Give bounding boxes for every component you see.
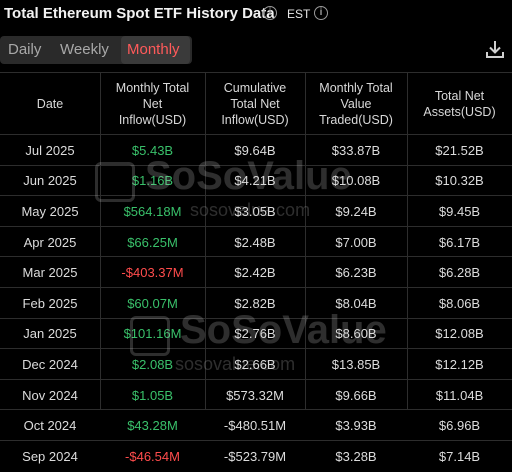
table-row: Sep 2024 -$46.54M -$523.79M $3.28B $7.14B: [0, 440, 512, 472]
tab-monthly[interactable]: Monthly: [121, 36, 190, 64]
cell-date: Sep 2024: [22, 448, 78, 464]
timezone-info-icon[interactable]: i: [314, 6, 328, 20]
table-row: Jan 2025 $101.16M $2.76B $8.60B $12.08B: [0, 317, 512, 350]
cell-value-traded: $9.66B: [335, 387, 377, 403]
table-row: Feb 2025 $60.07M $2.82B $8.04B $8.06B: [0, 287, 512, 319]
cell-value-traded: $10.08B: [331, 173, 381, 189]
col-header-value-traded: Monthly Total Value Traded(USD): [319, 81, 393, 127]
cell-monthly-inflow: $66.25M: [127, 234, 178, 250]
cell-net-assets: $6.96B: [438, 418, 481, 434]
cell-cumulative-inflow: $2.66B: [234, 356, 276, 372]
timezone-label: EST: [287, 7, 311, 21]
table-row: Jul 2025 $5.43B $9.64B $33.87B $21.52B: [0, 134, 512, 166]
cell-cumulative-inflow: -$523.79M: [223, 448, 287, 464]
cell-net-assets: $11.04B: [435, 387, 484, 403]
cell-monthly-inflow: $2.08B: [131, 356, 174, 372]
cell-net-assets: $12.08B: [435, 326, 484, 342]
table-row: May 2025 $564.18M $3.05B $9.24B $9.45B: [0, 195, 512, 227]
cell-cumulative-inflow: -$480.51M: [223, 418, 287, 434]
cell-date: Apr 2025: [23, 234, 77, 250]
cell-monthly-inflow: -$403.37M: [121, 265, 184, 281]
cell-cumulative-inflow: $4.21B: [234, 173, 276, 189]
cell-net-assets: $8.06B: [438, 295, 481, 311]
cell-value-traded: $9.24B: [335, 203, 377, 219]
cell-value-traded: $8.60B: [335, 326, 377, 342]
cell-date: Jul 2025: [25, 142, 75, 158]
cell-monthly-inflow: $43.28M: [127, 418, 178, 434]
cell-cumulative-inflow: $2.42B: [234, 265, 276, 281]
column-divider: [205, 72, 206, 410]
col-header-monthly-inflow: Monthly Total Net Inflow(USD): [115, 81, 190, 127]
cell-value-traded: $13.85B: [331, 356, 381, 372]
cell-date: Oct 2024: [23, 418, 77, 434]
cell-cumulative-inflow: $2.48B: [234, 234, 276, 250]
cell-monthly-inflow: $1.16B: [131, 173, 174, 189]
table-row: Nov 2024 $1.05B $573.32M $9.66B $11.04B: [0, 378, 512, 411]
cell-net-assets: $7.14B: [438, 448, 481, 464]
cell-value-traded: $6.23B: [335, 265, 377, 281]
cell-date: Nov 2024: [22, 387, 78, 403]
column-divider: [305, 72, 306, 410]
cell-value-traded: $7.00B: [335, 234, 377, 250]
cell-date: Feb 2025: [22, 295, 78, 311]
cell-monthly-inflow: $5.43B: [131, 142, 174, 158]
cell-date: Jun 2025: [23, 173, 77, 189]
cell-date: Mar 2025: [22, 265, 78, 281]
col-header-date: Date: [36, 97, 64, 111]
period-tabs: Daily Weekly Monthly: [0, 36, 192, 64]
cell-date: Jan 2025: [23, 326, 77, 342]
cell-monthly-inflow: $101.16M: [123, 326, 182, 342]
download-icon[interactable]: [484, 38, 506, 60]
table-row: Jun 2025 $1.16B $4.21B $10.08B $10.32B: [0, 164, 512, 197]
cell-monthly-inflow: $1.05B: [131, 387, 174, 403]
cell-net-assets: $10.32B: [435, 173, 484, 189]
info-icon[interactable]: i: [263, 6, 277, 20]
cell-value-traded: $3.28B: [335, 448, 377, 464]
cell-net-assets: $6.28B: [438, 265, 481, 281]
table-row: Apr 2025 $66.25M $2.48B $7.00B $6.17B: [0, 225, 512, 258]
etf-history-table: Date Monthly Total Net Inflow(USD) Cumul…: [0, 72, 512, 464]
col-header-net-assets: Total Net Assets(USD): [423, 89, 496, 119]
cell-net-assets: $6.17B: [438, 234, 481, 250]
cell-value-traded: $3.93B: [335, 418, 377, 434]
cell-cumulative-inflow: $9.64B: [234, 142, 276, 158]
cell-monthly-inflow: $564.18M: [123, 203, 182, 219]
cell-net-assets: $12.12B: [435, 356, 484, 372]
header: Total Ethereum Spot ETF History Data i E…: [0, 0, 512, 30]
tab-daily[interactable]: Daily: [8, 41, 42, 58]
cell-monthly-inflow: $60.07M: [127, 295, 178, 311]
cell-cumulative-inflow: $3.05B: [234, 203, 276, 219]
table-row: Mar 2025 -$403.37M $2.42B $6.23B $6.28B: [0, 256, 512, 288]
cell-cumulative-inflow: $573.32M: [226, 387, 284, 403]
cell-date: Dec 2024: [22, 356, 78, 372]
page-title: Total Ethereum Spot ETF History Data: [4, 5, 275, 22]
col-header-cumulative-inflow: Cumulative Total Net Inflow(USD): [221, 81, 289, 127]
table-header-row: Date Monthly Total Net Inflow(USD) Cumul…: [0, 72, 512, 135]
cell-cumulative-inflow: $2.82B: [234, 295, 276, 311]
cell-net-assets: $9.45B: [438, 203, 481, 219]
column-divider: [407, 72, 408, 410]
table-row: Oct 2024 $43.28M -$480.51M $3.93B $6.96B: [0, 409, 512, 441]
cell-value-traded: $8.04B: [335, 295, 377, 311]
cell-net-assets: $21.52B: [435, 142, 484, 158]
cell-value-traded: $33.87B: [331, 142, 381, 158]
table-row: Dec 2024 $2.08B $2.66B $13.85B $12.12B: [0, 348, 512, 380]
cell-cumulative-inflow: $2.76B: [234, 326, 276, 342]
cell-monthly-inflow: -$46.54M: [125, 448, 180, 464]
cell-date: May 2025: [21, 203, 79, 219]
column-divider: [100, 72, 101, 410]
tab-weekly[interactable]: Weekly: [60, 41, 109, 58]
